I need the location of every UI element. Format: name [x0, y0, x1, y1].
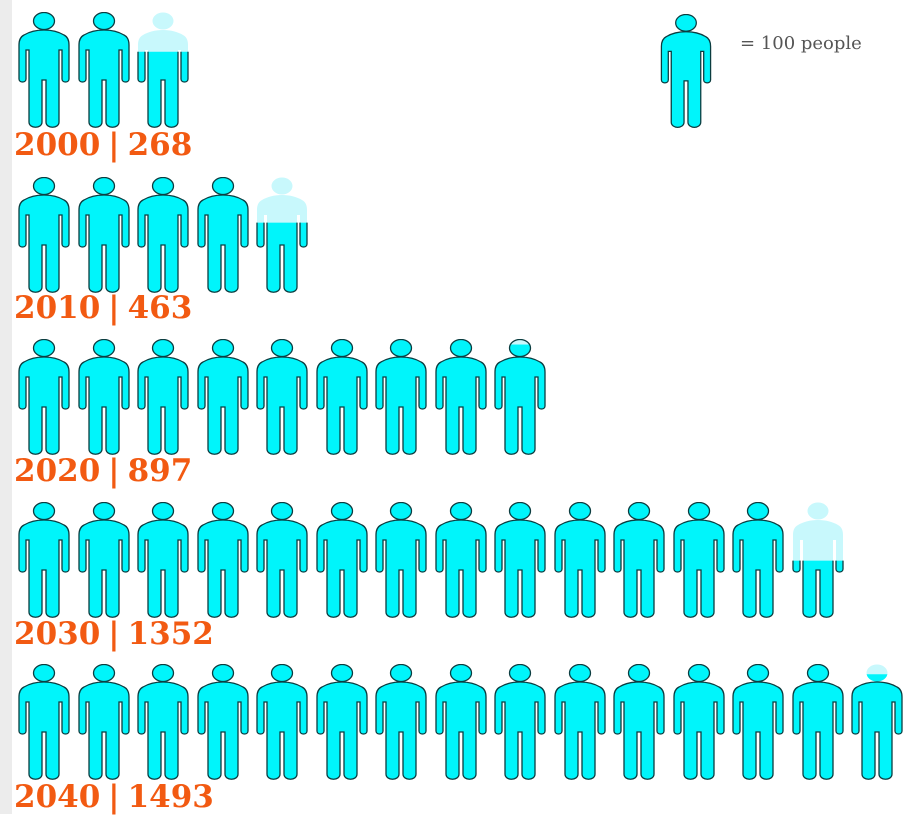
person-icon [137, 502, 189, 618]
person-icon [315, 339, 368, 455]
legend-person-icon [660, 14, 712, 128]
person-icon [196, 177, 249, 293]
person-icon [315, 502, 368, 618]
person-icon [434, 664, 487, 780]
row-2010-label: 2010 | 463 [14, 290, 193, 326]
person-icon [256, 177, 308, 293]
row-2030-label: 2030 | 1352 [14, 616, 214, 652]
person-icon [77, 177, 130, 293]
person-icon [77, 12, 130, 128]
person-icon [137, 339, 189, 455]
row-2000-label: 2000 | 268 [14, 127, 193, 163]
person-icon [672, 664, 725, 780]
year-label: 2030 [14, 616, 101, 652]
person-icon [375, 664, 427, 780]
person-icon [791, 664, 844, 780]
person-icon [494, 339, 546, 455]
person-icon [196, 664, 249, 780]
person-icon [256, 502, 308, 618]
value-label: 268 [127, 127, 193, 163]
year-label: 2040 [14, 779, 101, 815]
person-icon [315, 664, 368, 780]
person-icon [256, 339, 308, 455]
value-label: 1493 [127, 779, 214, 815]
person-icon [732, 502, 784, 618]
row-2040-label: 2040 | 1493 [14, 779, 214, 815]
person-icon [613, 664, 665, 780]
person-icon [18, 664, 70, 780]
person-icon [137, 12, 189, 128]
left-edge-bar [0, 0, 12, 814]
person-icon [672, 502, 725, 618]
person-icon [494, 502, 546, 618]
legend-label: = 100 people [740, 33, 862, 54]
person-icon [18, 502, 70, 618]
value-label: 897 [127, 453, 193, 489]
person-icon [375, 502, 427, 618]
person-icon [256, 664, 308, 780]
year-label: 2010 [14, 290, 101, 326]
year-label: 2020 [14, 453, 101, 489]
person-icon [18, 12, 70, 128]
person-icon [196, 502, 249, 618]
value-label: 463 [127, 290, 193, 326]
person-icon [434, 502, 487, 618]
person-icon [18, 339, 70, 455]
person-icon [18, 177, 70, 293]
person-icon [77, 502, 130, 618]
year-label: 2000 [14, 127, 101, 163]
person-icon [553, 664, 606, 780]
person-icon [375, 339, 427, 455]
person-icon [434, 339, 487, 455]
person-icon [137, 664, 189, 780]
person-icon [137, 177, 189, 293]
person-icon [732, 664, 784, 780]
person-icon [77, 664, 130, 780]
person-icon [196, 339, 249, 455]
person-icon [851, 664, 903, 780]
person-icon [494, 664, 546, 780]
person-icon [77, 339, 130, 455]
person-icon [613, 502, 665, 618]
row-2020-label: 2020 | 897 [14, 453, 193, 489]
person-icon [553, 502, 606, 618]
person-icon [791, 502, 844, 618]
value-label: 1352 [127, 616, 214, 652]
